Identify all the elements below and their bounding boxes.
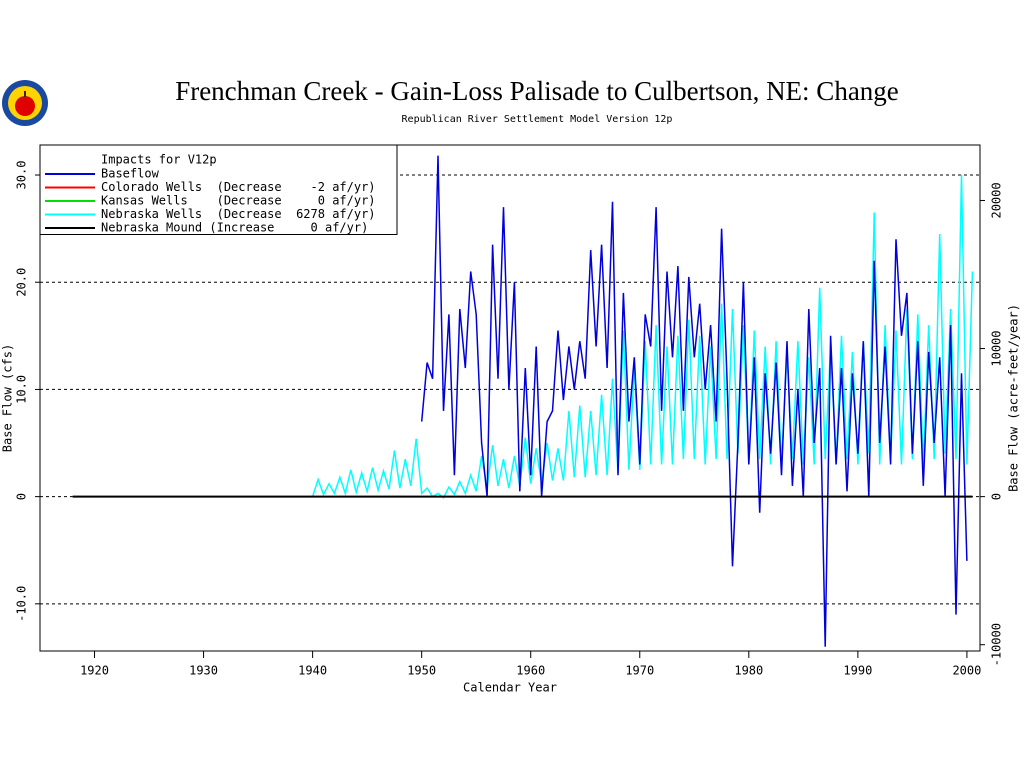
y-tick-label: -10.0	[15, 586, 29, 622]
x-tick-label: 1970	[625, 664, 654, 678]
y-tick-label: 20.0	[15, 268, 29, 297]
legend-label: Colorado Wells (Decrease -2 af/yr)	[101, 180, 376, 194]
x-tick-label: 1950	[407, 664, 436, 678]
legend-box	[39, 144, 398, 235]
series-line	[311, 174, 974, 499]
y2-tick-label: 0	[990, 493, 1004, 500]
legend-label: Nebraska Mound (Increase 0 af/yr)	[101, 221, 368, 235]
logo	[2, 80, 48, 126]
x-axis-label: Calendar Year	[463, 681, 557, 695]
y-tick-label: 30.0	[15, 161, 29, 190]
x-tick-label: 1930	[189, 664, 218, 678]
x-tick-label: 2000	[952, 664, 981, 678]
y2-tick-label: 20000	[990, 182, 1004, 218]
chart-title: Frenchman Creek - Gain-Loss Palisade to …	[175, 76, 899, 106]
legend-title: Impacts for V12p	[101, 153, 217, 167]
x-tick-label: 1960	[516, 664, 545, 678]
legend-label: Nebraska Wells (Decrease 6278 af/yr)	[101, 207, 376, 221]
y2-tick-label: -10000	[990, 623, 1004, 666]
series-line	[420, 155, 968, 647]
x-tick-label: 1920	[80, 664, 109, 678]
plot-frame	[39, 144, 981, 652]
x-tick-label: 1940	[298, 664, 327, 678]
y-tick-label: 0	[15, 493, 29, 500]
y2-axis-label: Base Flow (acre-feet/year)	[1007, 304, 1021, 492]
x-tick-label: 1990	[843, 664, 872, 678]
chart-subtitle: Republican River Settlement Model Versio…	[402, 114, 673, 125]
y-tick-label: 10.0	[15, 375, 29, 404]
legend-label: Baseflow	[101, 167, 160, 181]
x-tick-label: 1980	[734, 664, 763, 678]
y-axis-label: Base Flow (cfs)	[1, 344, 15, 452]
y2-tick-label: 10000	[990, 330, 1004, 366]
legend-label: Kansas Wells (Decrease 0 af/yr)	[101, 194, 376, 208]
